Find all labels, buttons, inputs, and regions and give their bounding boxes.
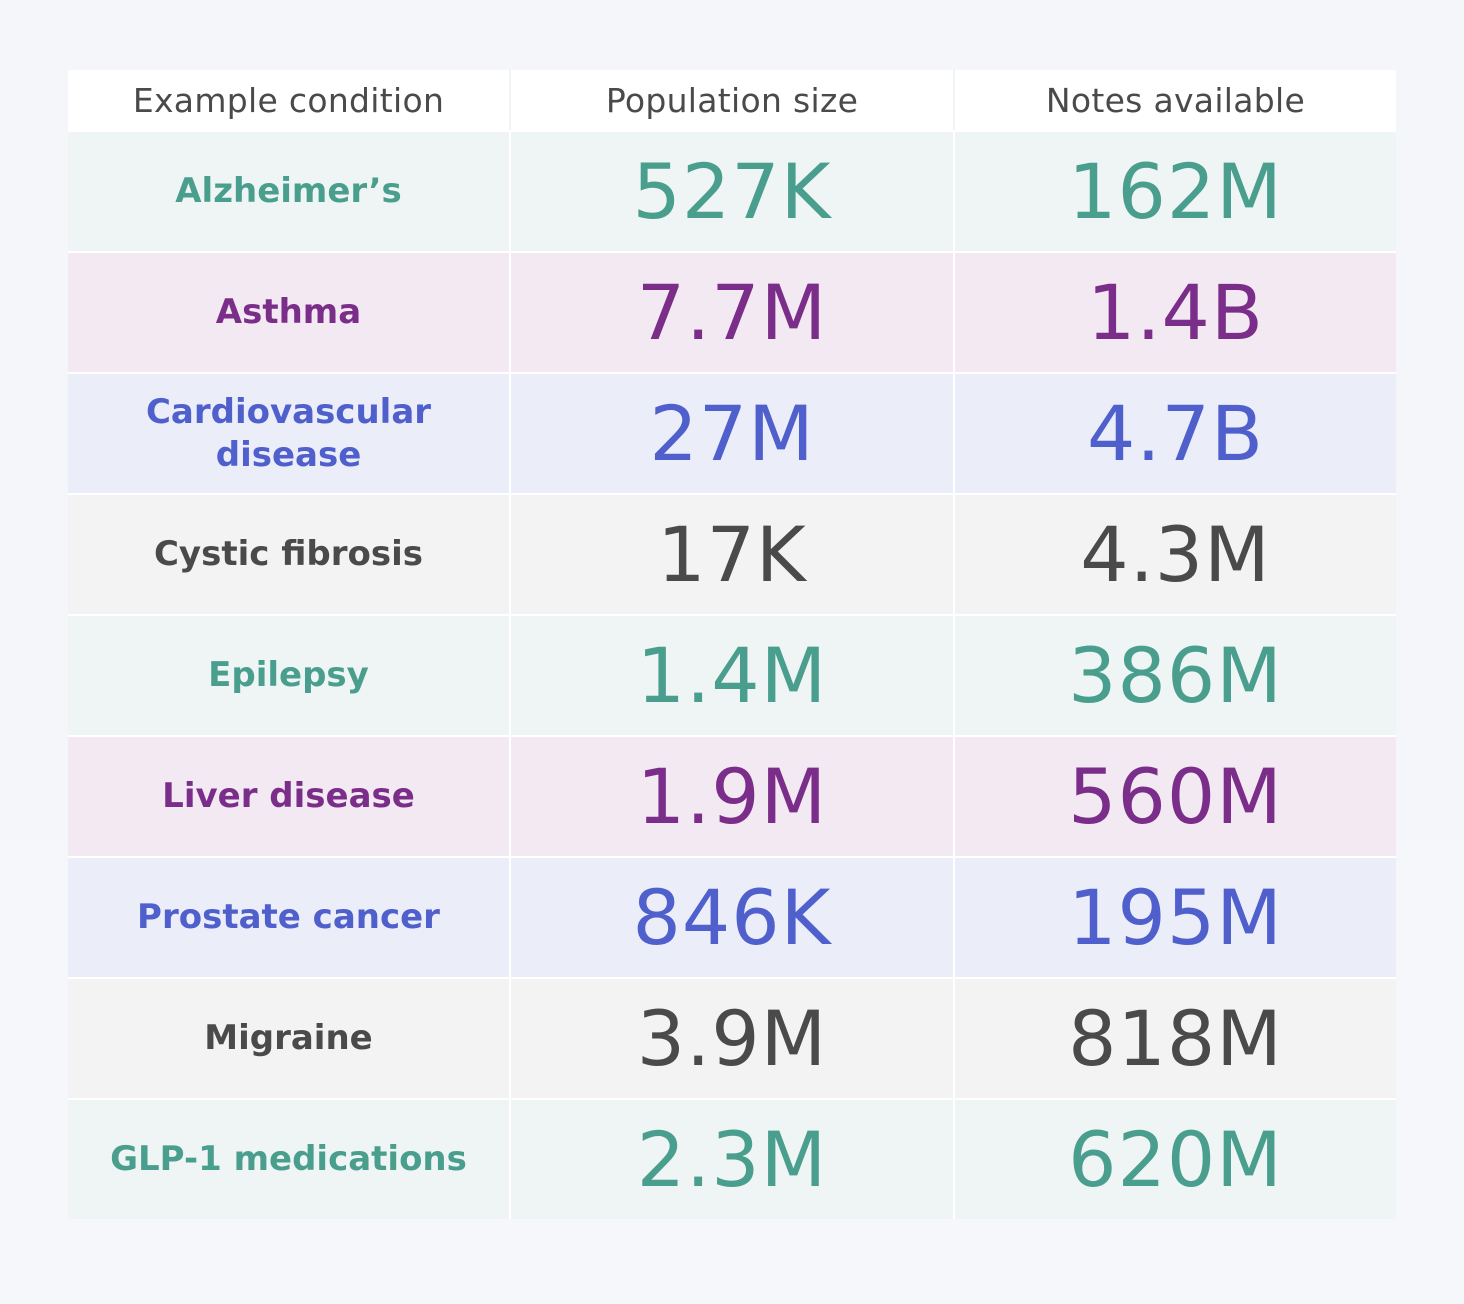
population-cell: 846K — [511, 858, 953, 977]
condition-cell: Asthma — [68, 253, 509, 372]
column-divider — [953, 1100, 955, 1219]
table-row: Epilepsy 1.4M 386M — [68, 614, 1396, 735]
condition-cell: Epilepsy — [68, 616, 509, 735]
notes-cell: 386M — [955, 616, 1396, 735]
column-divider — [509, 495, 511, 614]
population-cell: 2.3M — [511, 1100, 953, 1219]
column-divider — [509, 374, 511, 493]
condition-cell: Cardiovascular disease — [68, 374, 509, 493]
notes-cell: 195M — [955, 858, 1396, 977]
table-row: Liver disease 1.9M 560M — [68, 735, 1396, 856]
column-divider — [509, 132, 511, 251]
population-cell: 3.9M — [511, 979, 953, 1098]
notes-cell: 162M — [955, 132, 1396, 251]
population-cell: 27M — [511, 374, 953, 493]
column-divider — [953, 70, 955, 130]
column-divider — [953, 495, 955, 614]
table-row: Cystic fibrosis 17K 4.3M — [68, 493, 1396, 614]
column-divider — [953, 858, 955, 977]
notes-cell: 4.3M — [955, 495, 1396, 614]
column-divider — [509, 737, 511, 856]
column-divider — [509, 70, 511, 130]
notes-cell: 560M — [955, 737, 1396, 856]
column-divider — [953, 253, 955, 372]
condition-cell: Cystic fibrosis — [68, 495, 509, 614]
condition-table: Example condition Population size Notes … — [68, 70, 1396, 1219]
header-condition: Example condition — [132, 80, 445, 120]
column-divider — [953, 737, 955, 856]
population-cell: 1.9M — [511, 737, 953, 856]
population-cell: 7.7M — [511, 253, 953, 372]
notes-cell: 818M — [955, 979, 1396, 1098]
condition-cell: Prostate cancer — [68, 858, 509, 977]
condition-cell: Liver disease — [68, 737, 509, 856]
column-divider — [953, 979, 955, 1098]
condition-cell: GLP-1 medications — [68, 1100, 509, 1219]
column-divider — [509, 253, 511, 372]
table-row: Cardiovascular disease 27M 4.7B — [68, 372, 1396, 493]
table-body: Alzheimer’s 527K 162M Asthma 7.7M 1.4B C… — [68, 130, 1396, 1219]
table-row: Alzheimer’s 527K 162M — [68, 130, 1396, 251]
column-divider — [509, 979, 511, 1098]
notes-cell: 1.4B — [955, 253, 1396, 372]
table-row: GLP-1 medications 2.3M 620M — [68, 1098, 1396, 1219]
population-cell: 1.4M — [511, 616, 953, 735]
condition-cell: Migraine — [68, 979, 509, 1098]
column-divider — [953, 616, 955, 735]
column-divider — [509, 858, 511, 977]
table-row: Prostate cancer 846K 195M — [68, 856, 1396, 977]
population-cell: 17K — [511, 495, 953, 614]
notes-cell: 4.7B — [955, 374, 1396, 493]
column-divider — [953, 374, 955, 493]
table-row: Migraine 3.9M 818M — [68, 977, 1396, 1098]
column-divider — [509, 616, 511, 735]
notes-cell: 620M — [955, 1100, 1396, 1219]
column-divider — [509, 1100, 511, 1219]
header-notes: Notes available — [1045, 80, 1306, 120]
population-cell: 527K — [511, 132, 953, 251]
header-population: Population size — [605, 80, 859, 120]
table-header: Example condition Population size Notes … — [68, 70, 1396, 130]
condition-cell: Alzheimer’s — [68, 132, 509, 251]
column-divider — [953, 132, 955, 251]
table-row: Asthma 7.7M 1.4B — [68, 251, 1396, 372]
